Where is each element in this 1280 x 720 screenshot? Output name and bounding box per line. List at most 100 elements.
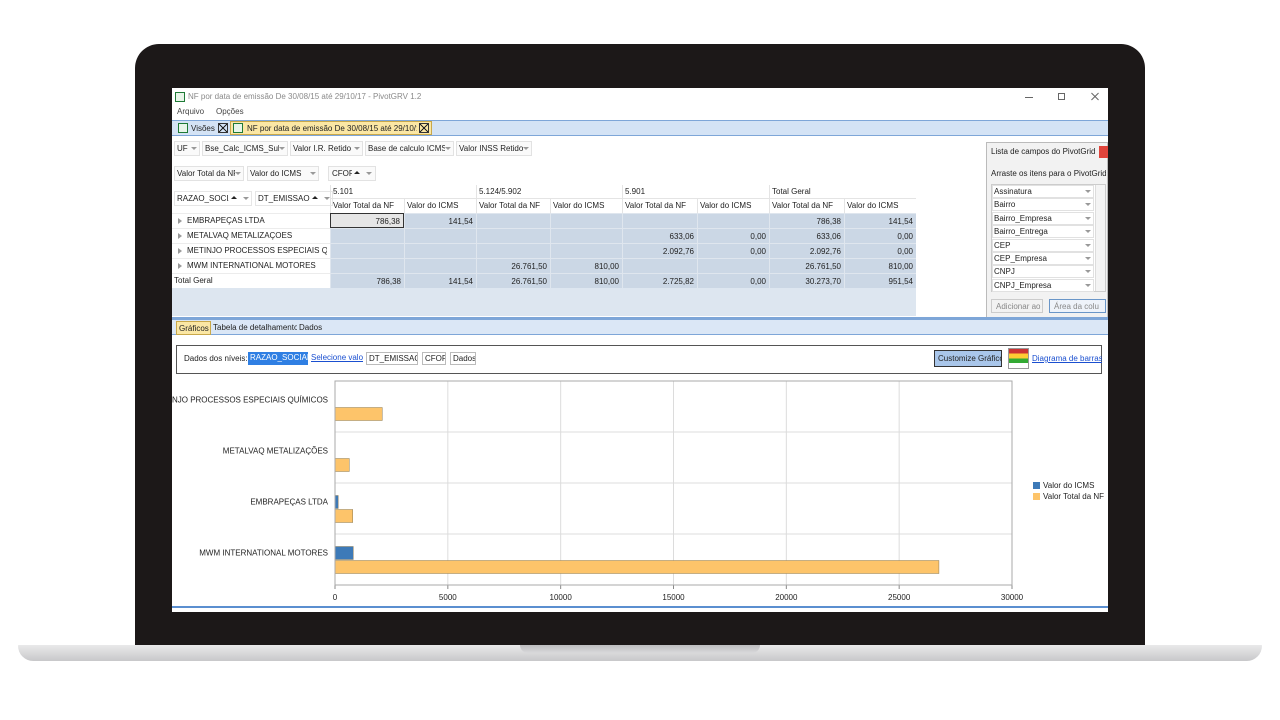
- levels-label: Dados dos níveis:: [184, 355, 248, 363]
- field-item[interactable]: [992, 198, 1094, 212]
- column-group: 5.124/5.902: [476, 185, 622, 199]
- app-icon: [233, 123, 243, 133]
- row-field-label: RAZAO_SOCIAL: [177, 195, 229, 203]
- level-item[interactable]: DT_EMISSAO: [366, 352, 418, 365]
- menu-item[interactable]: Arquivo: [177, 108, 205, 116]
- diagram-link[interactable]: Diagrama de barras: [1032, 355, 1102, 363]
- field-item[interactable]: [992, 185, 1094, 198]
- row-field-label: DT_EMISSAO: [258, 195, 310, 203]
- row-header: [172, 258, 330, 273]
- filter-field[interactable]: [365, 141, 454, 156]
- data-field[interactable]: [174, 166, 244, 181]
- close-button[interactable]: [419, 123, 429, 133]
- screen: NF por data de emissão De 30/08/15 até 2…: [172, 88, 1108, 612]
- close-button[interactable]: [218, 123, 228, 133]
- scrollbar: [1095, 185, 1105, 291]
- column-field[interactable]: [328, 166, 376, 181]
- legend-swatch: [1033, 493, 1040, 500]
- tab[interactable]: NF por data de emissão De 30/08/15 até 2…: [247, 125, 417, 133]
- chart: 0 5000 10000 15000 20000 25000 30000 METINJO PR…: [172, 380, 1104, 602]
- expand-arrow[interactable]: [178, 218, 182, 224]
- filter-field[interactable]: [290, 141, 363, 156]
- dropdown-arrow: [191, 147, 197, 150]
- minimize[interactable]: [1025, 97, 1033, 98]
- field-item-label: CNPJ: [994, 268, 1015, 277]
- table-cell: 786,38: [330, 273, 404, 288]
- level-item[interactable]: RAZAO_SOCIAL: [248, 352, 308, 365]
- filter-field[interactable]: [174, 141, 200, 156]
- level-item[interactable]: CFOP: [422, 352, 446, 365]
- filter-field-label: Bse_Calc_ICMS_Sub: [205, 145, 279, 153]
- menu-item[interactable]: Opções: [216, 108, 244, 116]
- field-item-label: Assinatura: [994, 188, 1032, 196]
- bottom-border: [172, 606, 1108, 608]
- table-cell: 633,06: [769, 228, 844, 243]
- table-cell: [404, 243, 476, 258]
- filter-field-label: Valor INSS Retido: [459, 145, 523, 153]
- customize-button[interactable]: Customize Gráfico: [934, 350, 1002, 367]
- level-item[interactable]: Selecione valor: [311, 353, 363, 362]
- maximize[interactable]: [1058, 93, 1065, 100]
- field-item[interactable]: [992, 265, 1094, 279]
- expand-arrow[interactable]: [178, 248, 182, 254]
- field-list-button[interactable]: Adicionar ao: [991, 299, 1043, 313]
- dropdown-arrow: [1085, 257, 1091, 260]
- dropdown-arrow: [1085, 216, 1091, 220]
- expand-arrow[interactable]: [178, 263, 182, 269]
- filter-field[interactable]: [202, 141, 288, 156]
- table-cell: 951,54: [844, 273, 916, 288]
- dropdown-arrow: [366, 172, 372, 175]
- row-field[interactable]: [174, 191, 252, 206]
- field-item[interactable]: [992, 278, 1094, 292]
- expand-arrow[interactable]: [178, 233, 182, 239]
- panel-close[interactable]: [1099, 146, 1108, 158]
- table-cell: 141,54: [844, 213, 916, 228]
- table-cell: 786,38: [330, 213, 404, 228]
- filter-field-label: Base de calculo ICMS: [368, 145, 445, 153]
- field-item[interactable]: [992, 211, 1094, 225]
- table-cell: 141,54: [404, 273, 476, 288]
- x-tick-label: 30000: [1001, 593, 1024, 602]
- table-cell: [476, 243, 550, 258]
- table-cell: 141,54: [404, 213, 476, 228]
- table-cell: 786,38: [769, 213, 844, 228]
- field-item-label: CEP: [994, 241, 1011, 250]
- table-cell: 0,00: [697, 273, 769, 288]
- field-item-label: Bairro_Empresa: [994, 214, 1052, 223]
- data-field[interactable]: [247, 166, 319, 181]
- table-cell: [697, 258, 769, 273]
- dropdown-arrow: [523, 147, 529, 150]
- window-title: NF por data de emissão De 30/08/15 até 2…: [188, 93, 422, 101]
- tab[interactable]: Visões: [191, 125, 215, 133]
- row-label: MWM INTERNATIONAL MOTORES: [187, 262, 316, 270]
- y-tick-label: MWM INTERNATIONAL MOTORES: [199, 549, 328, 558]
- field-list-button[interactable]: Área da colu: [1049, 299, 1106, 313]
- measure-header: Valor do ICMS: [404, 199, 476, 213]
- bottom-tab[interactable]: Tabela de detalhamento: [213, 323, 297, 332]
- legend-swatch: [1033, 482, 1040, 489]
- table-cell: [476, 228, 550, 243]
- sort-arrow: [354, 171, 360, 174]
- level-item[interactable]: Dados: [450, 352, 476, 365]
- chart-type-icon: [1008, 348, 1029, 369]
- table-cell: [330, 243, 404, 258]
- table-cell: [550, 228, 622, 243]
- dropdown-arrow: [324, 197, 330, 200]
- y-tick-label: EMBRAPEÇAS LTDA: [250, 498, 328, 507]
- field-item-label: Bairro: [994, 201, 1016, 210]
- row-header: [172, 243, 330, 258]
- field-item[interactable]: [992, 238, 1094, 252]
- x-tick-label: 25000: [888, 593, 911, 602]
- bottom-tab[interactable]: Dados: [299, 323, 323, 332]
- field-item[interactable]: [992, 225, 1094, 239]
- table-cell: 30.273,70: [769, 273, 844, 288]
- legend-label: Valor Total da NF: [1043, 492, 1104, 501]
- app-icon: [175, 92, 185, 102]
- table-cell: 633,06: [622, 228, 697, 243]
- field-item[interactable]: [992, 252, 1094, 265]
- filter-field[interactable]: [456, 141, 532, 156]
- table-cell: [550, 213, 622, 228]
- x-tick-label: 20000: [775, 593, 798, 602]
- bottom-tab[interactable]: Gráficos: [176, 321, 211, 335]
